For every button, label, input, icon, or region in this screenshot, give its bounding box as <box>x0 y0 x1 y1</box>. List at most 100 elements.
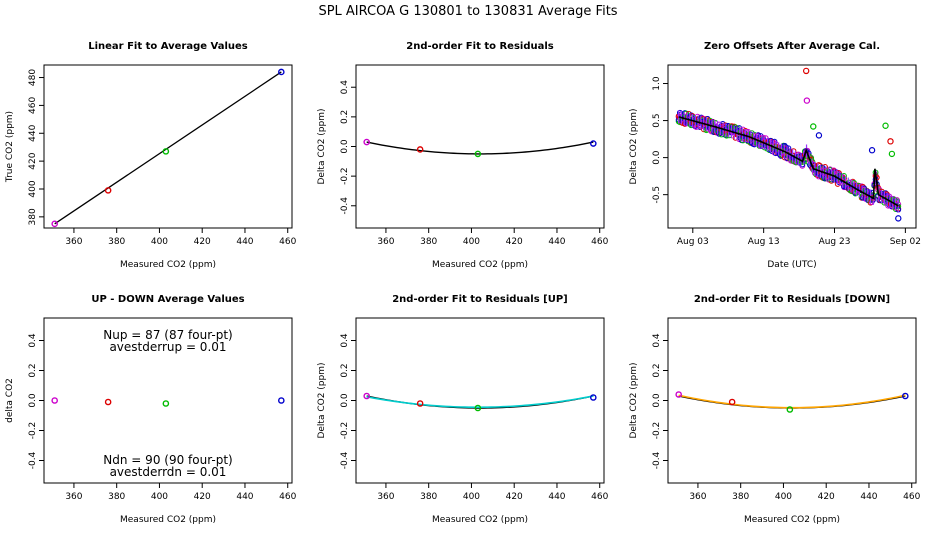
x-tick-label: 360 <box>65 492 82 502</box>
x-tick-label: Aug 23 <box>819 237 851 247</box>
annotation-4: avestderrdn = 0.01 <box>110 465 227 479</box>
x-tick-label: 440 <box>860 492 877 502</box>
y-axis-label: True CO2 (ppm) <box>5 111 15 183</box>
data-point-magenta <box>675 391 682 398</box>
y-axis-label: Delta CO2 (ppm) <box>629 362 639 438</box>
data-point-blue <box>278 68 285 76</box>
x-tick-label: 400 <box>151 492 168 502</box>
trend-line <box>678 116 899 207</box>
fit-line <box>54 71 282 225</box>
x-tick-label: Aug 13 <box>748 237 780 247</box>
y-tick-label: 0.2 <box>340 363 350 377</box>
x-tick-label: 360 <box>377 492 394 502</box>
data-point-magenta <box>363 392 370 400</box>
x-tick-label: 440 <box>548 492 565 502</box>
data-point-blue <box>278 397 285 404</box>
chart-title: 2nd-order Fit to Residuals <box>406 41 554 52</box>
plot-area <box>675 67 902 222</box>
chart-title: 2nd-order Fit to Residuals [DOWN] <box>694 294 890 305</box>
data-point-green <box>786 406 794 413</box>
data-point-green <box>474 150 482 158</box>
x-tick-label: 440 <box>236 492 253 502</box>
y-tick-label: 460 <box>28 97 38 114</box>
x-axis-label: Measured CO2 (ppm) <box>120 260 216 270</box>
y-tick-label: 440 <box>28 124 38 141</box>
chart-panel-1: Linear Fit to Average Values 360 380 400 420… <box>5 41 297 270</box>
x-tick-label: 380 <box>108 237 125 247</box>
chart-panel-5: 2nd-order Fit to Residuals [UP] 360 380 400… <box>317 294 609 525</box>
y-tick-label: -0.4 <box>28 451 38 469</box>
data-point-blue <box>590 140 597 147</box>
y-tick-label: 400 <box>28 180 38 197</box>
data-point-magenta <box>363 138 370 146</box>
data-point-red <box>416 400 424 407</box>
y-axis-label: Delta CO2 (ppm) <box>629 108 639 184</box>
outlier-point <box>888 150 896 158</box>
x-axis-label: Measured CO2 (ppm) <box>432 260 528 270</box>
y-tick-label: 0.2 <box>340 110 350 124</box>
chart-title: UP - DOWN Average Values <box>91 294 244 305</box>
y-tick-label: 0.0 <box>652 150 662 165</box>
figure-title: SPL AIRCOA G 130801 to 130831 Average Fi… <box>318 4 617 19</box>
x-tick-label: 420 <box>818 492 835 502</box>
y-tick-label: -0.2 <box>340 167 350 185</box>
outlier-point <box>803 97 811 104</box>
x-axis-label: Date (UTC) <box>767 260 816 270</box>
y-axis-label: Delta CO2 (ppm) <box>317 108 327 184</box>
y-tick-label: -0.2 <box>340 422 350 440</box>
data-point-blue <box>590 394 597 401</box>
x-tick-label: 460 <box>591 492 608 502</box>
x-tick-label: 460 <box>279 237 296 247</box>
data-point-red <box>104 187 112 194</box>
outlier-point <box>887 138 894 145</box>
plot-frame <box>43 64 293 229</box>
x-tick-label: 380 <box>420 492 437 502</box>
x-tick-label: 420 <box>194 492 211 502</box>
data-point-red <box>728 398 736 406</box>
chart-title: Linear Fit to Average Values <box>88 41 248 52</box>
annotation-3: Ndn = 90 (90 four-pt) <box>103 453 232 467</box>
chart-panel-4: UP - DOWN Average Values 360 380 400 420 440 4… <box>5 294 297 525</box>
y-tick-label: -0.4 <box>340 197 350 215</box>
y-tick-label: -0.4 <box>652 451 662 469</box>
annotation-2: avestderrup = 0.01 <box>109 340 226 354</box>
plot-frame <box>667 64 917 229</box>
fit-curve-orange <box>678 394 906 409</box>
x-tick-label: 380 <box>732 492 749 502</box>
x-tick-label: 360 <box>689 492 706 502</box>
plot-area <box>51 68 285 228</box>
x-tick-label: 460 <box>279 492 296 502</box>
x-tick-label: 420 <box>506 237 523 247</box>
data-point-red <box>416 146 424 153</box>
y-tick-label: 0.0 <box>28 393 38 408</box>
chart-title: 2nd-order Fit to Residuals [UP] <box>392 294 568 305</box>
y-tick-label: -0.4 <box>340 451 350 469</box>
x-axis-label: Measured CO2 (ppm) <box>432 515 528 525</box>
y-tick-label: 0.0 <box>340 139 350 154</box>
y-axis-label: delta CO2 <box>5 378 15 423</box>
y-tick-label: 0.4 <box>652 333 662 348</box>
x-tick-label: Sep 02 <box>890 237 921 247</box>
x-tick-label: Aug 03 <box>677 237 709 247</box>
data-point-green <box>474 404 482 412</box>
x-tick-label: 360 <box>377 237 394 247</box>
y-tick-label: 0.2 <box>28 363 38 377</box>
x-tick-label: 400 <box>151 237 168 247</box>
y-tick-label: 0.4 <box>340 80 350 95</box>
y-tick-label: 0.2 <box>652 363 662 377</box>
chart-title: Zero Offsets After Average Cal. <box>704 41 880 52</box>
y-tick-label: 0.0 <box>340 393 350 408</box>
y-tick-label: 1.0 <box>652 76 662 91</box>
outlier-point <box>802 67 810 75</box>
outlier-point <box>895 215 902 222</box>
x-axis-label: Measured CO2 (ppm) <box>120 515 216 525</box>
x-tick-label: 460 <box>591 237 608 247</box>
outlier-point <box>810 123 817 130</box>
chart-panel-6: 2nd-order Fit to Residuals [DOWN] 360 380 4… <box>629 294 921 525</box>
plot-area <box>363 138 597 158</box>
x-tick-label: 400 <box>775 492 792 502</box>
y-tick-label: -0.2 <box>652 422 662 440</box>
data-point-green <box>162 148 170 155</box>
x-tick-label: 420 <box>506 492 523 502</box>
